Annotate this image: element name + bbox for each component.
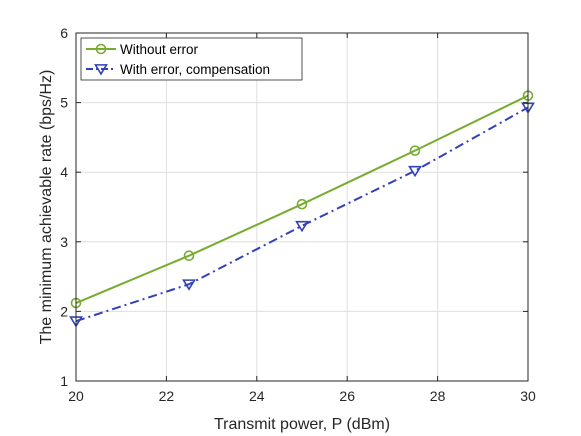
data-point — [296, 198, 308, 210]
x-tick-label: 30 — [520, 388, 536, 404]
x-tick-label: 22 — [159, 388, 175, 404]
series-line — [75, 106, 529, 323]
legend-entry: Without error — [86, 42, 199, 57]
x-tick-label: 28 — [430, 388, 446, 404]
legend-entry: With error, compensation — [86, 62, 270, 77]
data-point — [183, 250, 195, 262]
legend-box — [80, 37, 303, 81]
y-tick-label: 3 — [60, 234, 68, 250]
legend-label: With error, compensation — [120, 62, 270, 77]
data-point — [295, 220, 309, 233]
series-line — [75, 94, 529, 304]
y-tick-label: 4 — [60, 164, 68, 180]
y-tick-label: 2 — [60, 303, 68, 319]
y-axis-label: The minimum achievable rate (bps/Hz) — [38, 70, 55, 345]
series-layer — [69, 90, 535, 328]
plot-frame — [75, 32, 529, 382]
x-tick-label: 20 — [68, 388, 84, 404]
series-1 — [70, 90, 534, 309]
x-tick-label: 26 — [339, 388, 355, 404]
plot-area — [76, 33, 528, 381]
grid — [75, 32, 529, 382]
legend-label: Without error — [120, 42, 199, 57]
x-tick-label: 24 — [249, 388, 265, 404]
legend-marker — [95, 43, 107, 55]
x-axis-label: Transmit power, P (dBm) — [214, 416, 390, 433]
ticks: 20 22 24 26 28 30 1 2 3 4 5 6 — [60, 25, 536, 404]
legend-marker — [94, 64, 108, 76]
y-tick-label: 5 — [60, 95, 68, 111]
data-point — [409, 145, 421, 156]
y-tick-label: 6 — [60, 25, 68, 41]
data-point — [408, 165, 422, 178]
legend: Without error With error, compensation — [80, 37, 303, 81]
data-point — [182, 279, 196, 291]
y-tick-label: 1 — [60, 373, 68, 389]
